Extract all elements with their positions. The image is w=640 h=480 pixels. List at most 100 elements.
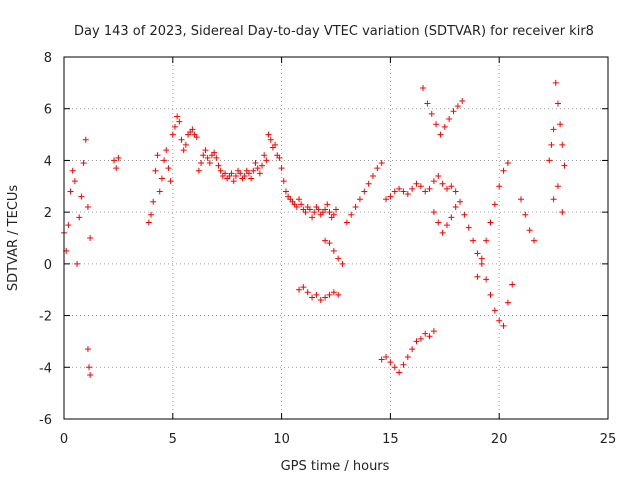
data-point <box>400 188 407 195</box>
data-point <box>293 203 300 210</box>
data-point <box>417 335 424 342</box>
data-point <box>428 110 435 117</box>
data-point <box>531 237 538 244</box>
data-point <box>369 172 376 179</box>
data-point <box>557 121 564 128</box>
data-point <box>478 255 485 262</box>
x-axis-label: GPS time / hours <box>281 459 390 474</box>
data-point <box>522 211 529 218</box>
grid <box>64 57 608 419</box>
data-point <box>450 108 457 115</box>
data-point <box>84 203 91 210</box>
data-point <box>193 134 200 141</box>
data-point <box>313 291 320 298</box>
data-point <box>550 126 557 133</box>
data-point <box>343 219 350 226</box>
data-point <box>504 299 511 306</box>
data-point <box>454 103 461 110</box>
data-point <box>430 209 437 216</box>
data-point <box>152 167 159 174</box>
y-tick-label: 0 <box>44 258 52 273</box>
data-point <box>383 196 390 203</box>
x-tick-label: 20 <box>491 432 508 447</box>
data-point <box>387 359 394 366</box>
data-point <box>158 175 165 182</box>
data-point <box>213 154 220 161</box>
data-point <box>387 193 394 200</box>
data-point <box>78 193 85 200</box>
y-tick-label: 2 <box>44 206 52 221</box>
data-point <box>206 160 213 167</box>
data-point <box>178 136 185 143</box>
data-point <box>267 136 274 143</box>
data-point <box>241 172 248 179</box>
data-point <box>439 229 446 236</box>
data-point <box>165 165 172 172</box>
data-point <box>496 183 503 190</box>
data-point <box>443 185 450 192</box>
data-point <box>361 188 368 195</box>
data-point <box>189 126 196 133</box>
data-point <box>232 172 239 179</box>
data-point <box>483 237 490 244</box>
data-point <box>396 369 403 376</box>
data-point <box>452 188 459 195</box>
data-point <box>280 178 287 185</box>
data-point <box>396 185 403 192</box>
data-point <box>202 147 209 154</box>
data-point <box>426 185 433 192</box>
data-point <box>322 237 329 244</box>
data-point <box>300 284 307 291</box>
data-point <box>339 260 346 267</box>
data-point <box>296 286 303 293</box>
data-point <box>278 165 285 172</box>
axis-ticks <box>63 56 609 420</box>
data-point <box>265 131 272 138</box>
data-point <box>65 222 72 229</box>
y-tick-label: 6 <box>44 103 52 118</box>
plot-frame <box>63 56 609 420</box>
data-point <box>282 188 289 195</box>
data-point <box>263 157 270 164</box>
data-point <box>333 206 339 213</box>
data-point <box>228 170 235 177</box>
data-point <box>548 141 555 148</box>
data-point <box>76 214 83 221</box>
data-point <box>309 214 316 221</box>
data-point <box>272 141 279 148</box>
y-axis-label: SDTVAR / TECUs <box>6 185 21 292</box>
data-point <box>222 170 229 177</box>
data-point <box>315 206 322 213</box>
data-point <box>80 160 87 167</box>
x-tick-label: 25 <box>600 432 617 447</box>
data-point <box>86 364 93 371</box>
data-point <box>302 209 309 216</box>
data-point <box>324 201 331 208</box>
data-point <box>435 219 442 226</box>
chart-title: Day 143 of 2023, Sidereal Day-to-day VTE… <box>74 24 594 39</box>
data-point <box>433 121 440 128</box>
data-point <box>383 353 390 360</box>
data-point <box>446 116 453 123</box>
data-point <box>348 211 355 218</box>
data-point <box>304 289 311 296</box>
data-point <box>198 160 205 167</box>
data-point <box>378 160 385 167</box>
data-point <box>457 198 464 205</box>
data-point <box>554 100 561 107</box>
data-point <box>335 255 342 262</box>
data-point <box>326 291 333 298</box>
data-point <box>322 206 329 213</box>
data-point <box>409 346 416 353</box>
data-point <box>552 79 559 86</box>
data-point <box>404 353 411 360</box>
x-tick-label: 0 <box>60 432 68 447</box>
data-point <box>174 113 181 120</box>
data-point <box>115 154 122 161</box>
data-point <box>559 209 566 216</box>
data-point <box>448 214 455 221</box>
data-point <box>491 201 498 208</box>
data-point <box>413 338 420 345</box>
data-point <box>504 160 511 167</box>
data-point <box>261 152 268 159</box>
